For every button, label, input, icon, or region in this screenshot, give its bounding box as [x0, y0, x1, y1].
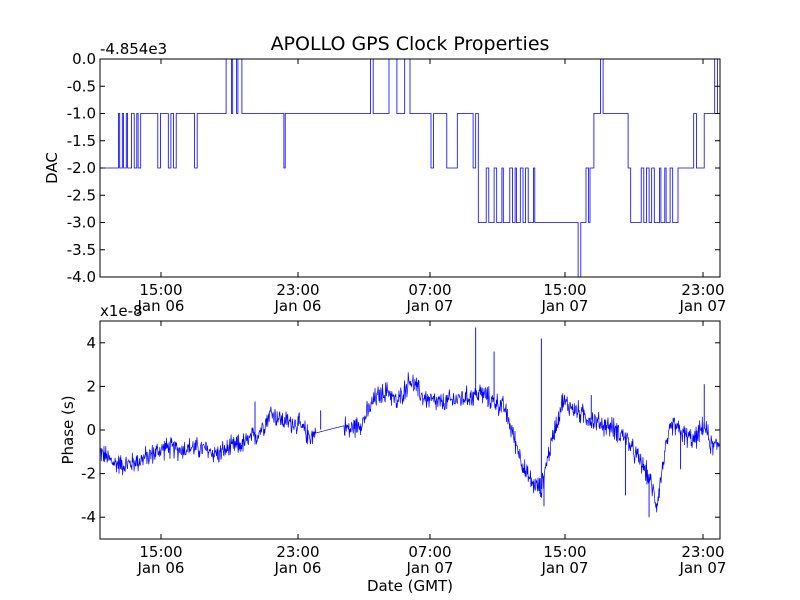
bottom-offset-text: x1e-8: [100, 302, 143, 320]
x-tick-label-time: 15:00: [139, 543, 182, 561]
y-tick-label: -3.5: [67, 241, 96, 259]
y-tick-label: -0.5: [67, 77, 96, 95]
x-tick-label-time: 23:00: [276, 281, 319, 299]
y-tick-label: -1.0: [67, 105, 96, 123]
bottom-y-axis-label: Phase (s): [59, 395, 77, 464]
y-tick-label: 4: [86, 334, 96, 352]
bottom-y-ticks: 4 2 0 -2 -4: [81, 334, 720, 526]
x-tick-label-time: 15:00: [543, 281, 586, 299]
x-tick-label-time: 23:00: [681, 543, 724, 561]
y-tick-label: -2: [81, 465, 96, 483]
y-tick-label: -3.0: [67, 214, 96, 232]
x-tick-label-time: 07:00: [408, 543, 451, 561]
x-tick-label-time: 15:00: [543, 543, 586, 561]
y-tick-label: -4.0: [67, 268, 96, 286]
top-offset-text: -4.854e3: [100, 40, 167, 58]
x-tick-label-date: Jan 06: [137, 559, 185, 577]
top-y-axis-label: DAC: [43, 152, 61, 184]
dac-series: [100, 59, 720, 277]
x-tick-label-time: 15:00: [139, 281, 182, 299]
x-tick-label-date: Jan 07: [679, 559, 727, 577]
y-tick-label: -4: [81, 508, 96, 526]
x-axis-label: Date (GMT): [367, 577, 453, 595]
x-tick-label-date: Jan 07: [541, 559, 589, 577]
x-tick-label-date: Jan 06: [274, 559, 322, 577]
y-tick-label: -1.5: [67, 132, 96, 150]
x-tick-label-time: 07:00: [408, 281, 451, 299]
x-tick-label-date: Jan 06: [137, 297, 185, 315]
x-tick-label-time: 23:00: [681, 281, 724, 299]
y-tick-label: 2: [86, 377, 96, 395]
x-tick-label-time: 23:00: [276, 543, 319, 561]
x-tick-label-date: Jan 07: [406, 297, 454, 315]
y-tick-label: -2.0: [67, 159, 96, 177]
x-tick-label-date: Jan 06: [274, 297, 322, 315]
x-tick-label-date: Jan 07: [541, 297, 589, 315]
x-tick-label-date: Jan 07: [679, 297, 727, 315]
x-tick-label-date: Jan 07: [406, 559, 454, 577]
phase-line: [100, 372, 720, 513]
y-tick-label: 0: [86, 421, 96, 439]
top-plot: 0.0 -0.5 -1.0 -1.5 -2.0 -2.5 -3.0 -3.5 -4.0 15:0…: [43, 40, 726, 315]
chart-title: APOLLO GPS Clock Properties: [271, 33, 550, 55]
top-y-ticks: 0.0 -0.5 -1.0 -1.5 -2.0 -2.5 -3.0 -3.5 -4.0: [67, 50, 720, 286]
y-tick-label: -2.5: [67, 186, 96, 204]
dac-line: [100, 59, 720, 277]
phase-series: [100, 327, 720, 518]
y-tick-label: 0.0: [72, 50, 96, 68]
